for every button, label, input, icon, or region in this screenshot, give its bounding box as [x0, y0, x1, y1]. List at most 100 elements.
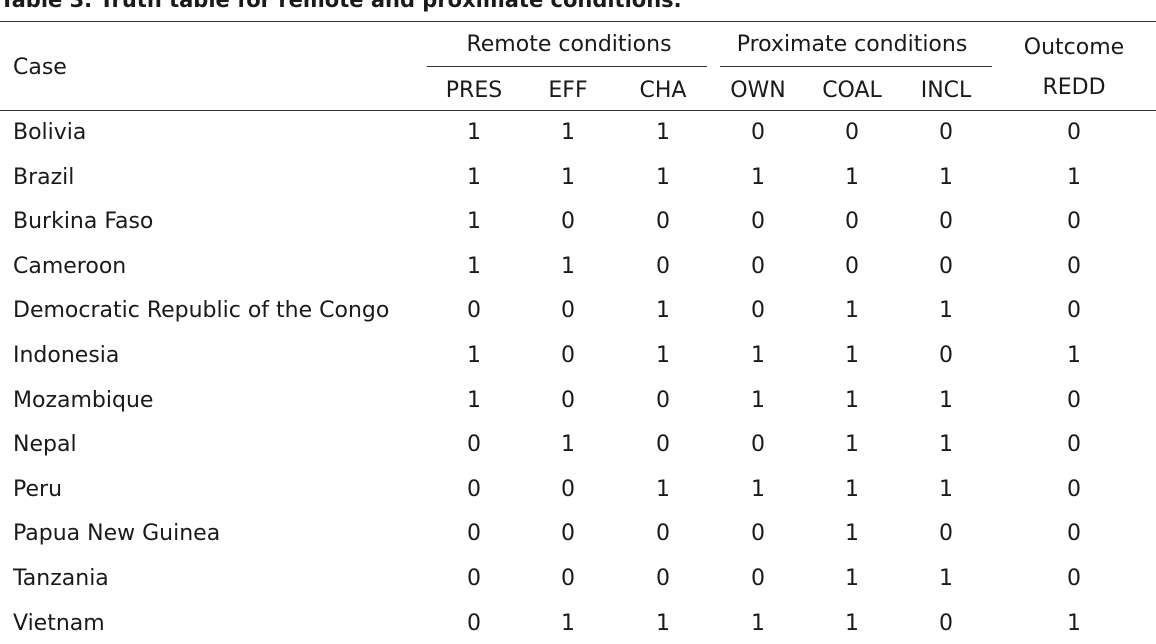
cell-coal: 1: [845, 477, 859, 502]
outcome-header: Outcome: [1023, 35, 1125, 60]
cell-pres: 1: [467, 254, 481, 279]
cell-cha: 1: [656, 120, 670, 145]
cell-eff: 1: [561, 611, 575, 636]
cell-pres: 1: [467, 120, 481, 145]
cell-own: 0: [751, 432, 765, 457]
case-name: Bolivia: [13, 120, 87, 145]
cell-incl: 1: [939, 432, 953, 457]
table-row: Nepal 0 1 0 0 1 1 0: [0, 430, 1156, 460]
case-name: Democratic Republic of the Congo: [13, 298, 390, 323]
cell-coal: 1: [845, 165, 859, 190]
cell-eff: 0: [561, 477, 575, 502]
cell-pres: 0: [467, 521, 481, 546]
top-rule: [0, 21, 1156, 22]
cell-coal: 0: [845, 120, 859, 145]
table-row: Democratic Republic of the Congo 0 0 1 0 1 1 0: [0, 296, 1156, 326]
cell-pres: 1: [467, 343, 481, 368]
cell-redd: 0: [1067, 209, 1081, 234]
cell-own: 0: [751, 566, 765, 591]
cell-coal: 0: [845, 209, 859, 234]
proximate-conditions-header: Proximate conditions: [736, 32, 968, 57]
case-name: Nepal: [13, 432, 77, 457]
cell-eff: 0: [561, 566, 575, 591]
cell-eff: 1: [561, 432, 575, 457]
cell-redd: 0: [1067, 521, 1081, 546]
cell-redd: 0: [1067, 120, 1081, 145]
case-name: Peru: [13, 477, 63, 502]
cell-own: 1: [751, 611, 765, 636]
cell-coal: 1: [845, 432, 859, 457]
cell-pres: 1: [467, 209, 481, 234]
cell-cha: 0: [656, 432, 670, 457]
case-name: Burkina Faso: [13, 209, 154, 234]
cell-incl: 1: [939, 566, 953, 591]
cell-incl: 0: [939, 120, 953, 145]
cell-incl: 1: [939, 477, 953, 502]
cell-eff: 0: [561, 521, 575, 546]
table-row: Indonesia 1 0 1 1 1 0 1: [0, 341, 1156, 371]
cell-coal: 1: [845, 388, 859, 413]
cell-redd: 0: [1067, 254, 1081, 279]
cell-redd: 0: [1067, 388, 1081, 413]
header-rule: [0, 110, 1156, 111]
cell-cha: 1: [656, 343, 670, 368]
table-row: Papua New Guinea 0 0 0 0 1 0 0: [0, 519, 1156, 549]
cell-redd: 0: [1067, 432, 1081, 457]
cell-own: 0: [751, 209, 765, 234]
cell-incl: 1: [939, 165, 953, 190]
table-row: Cameroon 1 1 0 0 0 0 0: [0, 252, 1156, 282]
cell-pres: 1: [467, 165, 481, 190]
case-name: Papua New Guinea: [13, 521, 221, 546]
cell-own: 0: [751, 254, 765, 279]
column-header-cha: CHA: [639, 78, 687, 103]
cell-cha: 0: [656, 209, 670, 234]
table-row: Vietnam 0 1 1 1 1 0 1: [0, 609, 1156, 639]
cell-eff: 0: [561, 343, 575, 368]
cell-cha: 0: [656, 566, 670, 591]
cell-coal: 1: [845, 611, 859, 636]
cell-own: 1: [751, 388, 765, 413]
cell-eff: 1: [561, 254, 575, 279]
cell-eff: 1: [561, 120, 575, 145]
case-header: Case: [13, 55, 67, 80]
cell-pres: 0: [467, 432, 481, 457]
table-row: Peru 0 0 1 1 1 1 0: [0, 475, 1156, 505]
cell-own: 1: [751, 165, 765, 190]
cell-coal: 0: [845, 254, 859, 279]
cell-eff: 1: [561, 165, 575, 190]
cell-own: 0: [751, 521, 765, 546]
table-row: Burkina Faso 1 0 0 0 0 0 0: [0, 207, 1156, 237]
cell-cha: 0: [656, 388, 670, 413]
cell-cha: 1: [656, 477, 670, 502]
cell-coal: 1: [845, 521, 859, 546]
cell-redd: 1: [1067, 611, 1081, 636]
case-name: Vietnam: [13, 611, 105, 636]
column-header-incl: INCL: [920, 78, 972, 103]
column-header-own: OWN: [730, 78, 786, 103]
proximate-group-rule: [720, 66, 992, 67]
cell-cha: 1: [656, 298, 670, 323]
column-header-pres: PRES: [445, 78, 503, 103]
redd-header: REDD: [1042, 75, 1106, 100]
case-name: Brazil: [13, 165, 75, 190]
cell-pres: 0: [467, 566, 481, 591]
cell-eff: 0: [561, 209, 575, 234]
table-row: Mozambique 1 0 0 1 1 1 0: [0, 386, 1156, 416]
case-name: Tanzania: [13, 566, 109, 591]
cell-pres: 0: [467, 298, 481, 323]
cell-own: 1: [751, 343, 765, 368]
cell-coal: 1: [845, 566, 859, 591]
case-name: Mozambique: [13, 388, 154, 413]
cell-redd: 0: [1067, 566, 1081, 591]
cell-cha: 1: [656, 611, 670, 636]
case-name: Indonesia: [13, 343, 120, 368]
table-row: Brazil 1 1 1 1 1 1 1: [0, 163, 1156, 193]
cell-redd: 0: [1067, 298, 1081, 323]
cell-eff: 0: [561, 298, 575, 323]
cell-own: 0: [751, 298, 765, 323]
cell-incl: 0: [939, 209, 953, 234]
cell-own: 1: [751, 477, 765, 502]
cell-coal: 1: [845, 298, 859, 323]
cell-own: 0: [751, 120, 765, 145]
table-row: Tanzania 0 0 0 0 1 1 0: [0, 564, 1156, 594]
